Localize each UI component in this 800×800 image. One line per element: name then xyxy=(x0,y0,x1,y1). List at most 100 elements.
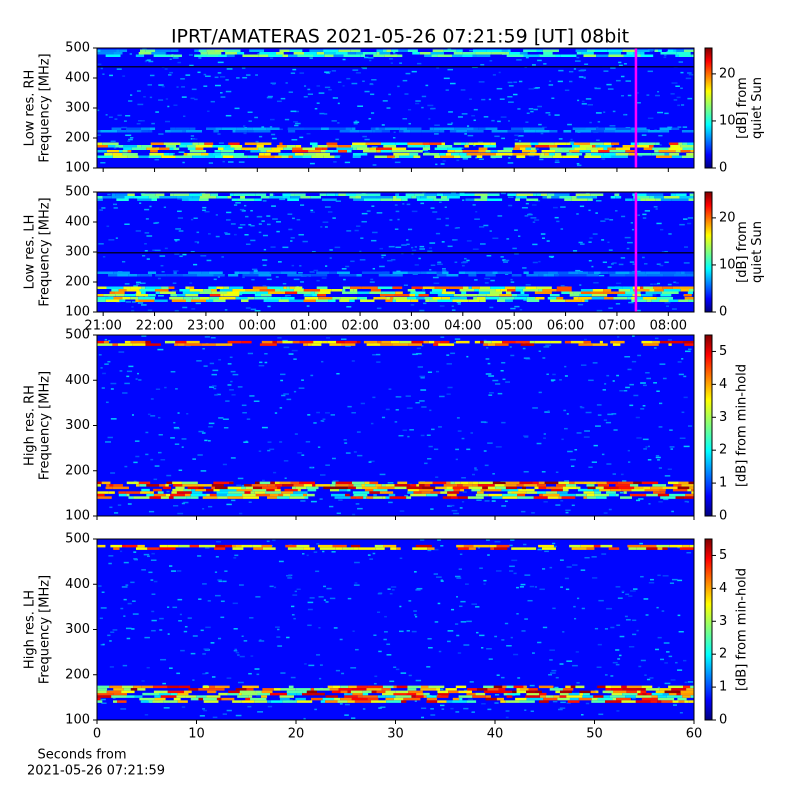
spectrogram-texture xyxy=(554,142,567,145)
y-tick-label: 200 xyxy=(65,131,90,146)
spectrogram-texture xyxy=(292,594,298,596)
spectrogram-texture xyxy=(388,93,391,96)
spectrogram-texture xyxy=(335,484,349,487)
spectrogram-texture xyxy=(135,294,149,297)
spectrogram-texture xyxy=(114,118,118,120)
spectrogram-texture xyxy=(299,136,304,139)
spectrogram-texture xyxy=(533,193,537,196)
spectrogram-texture xyxy=(675,496,685,499)
spectrogram-texture xyxy=(208,688,225,691)
spectrogram-texture xyxy=(406,239,409,241)
x-tick-label: 22:00 xyxy=(136,319,173,334)
y-axis-label: Frequency [MHz] xyxy=(38,575,53,684)
spectrogram-texture xyxy=(681,411,685,414)
spectrogram-texture xyxy=(406,203,411,206)
spectrogram-texture xyxy=(471,286,480,289)
spectrogram-texture xyxy=(299,265,302,267)
spectrogram-texture xyxy=(202,348,205,350)
spectrogram-texture xyxy=(631,297,637,300)
spectrogram-texture xyxy=(204,142,214,145)
spectrogram-texture xyxy=(262,200,267,202)
spectrogram-texture xyxy=(668,233,672,235)
spectrogram-texture xyxy=(652,340,660,344)
spectrogram-texture xyxy=(583,496,587,499)
spectrogram-texture xyxy=(303,484,313,487)
spectrogram-texture xyxy=(511,294,518,297)
spectrogram-texture xyxy=(509,565,515,568)
spectrogram-texture xyxy=(405,72,411,75)
spectrogram-texture xyxy=(406,407,413,409)
spectrogram-texture xyxy=(604,383,607,385)
spectrogram-texture xyxy=(338,193,346,196)
spectrogram-texture xyxy=(506,645,512,647)
spectrogram-texture xyxy=(170,49,179,52)
spectrogram-texture xyxy=(525,695,541,698)
spectrogram-texture xyxy=(654,347,657,349)
spectrogram-texture xyxy=(328,88,332,91)
spectrogram-texture xyxy=(500,192,506,195)
spectrogram-texture xyxy=(342,291,358,294)
spectrogram-texture xyxy=(194,98,198,101)
spectrogram-texture xyxy=(97,196,103,199)
spectrogram-texture xyxy=(490,286,505,289)
spectrogram-texture xyxy=(615,663,620,666)
spectrogram-texture xyxy=(207,440,211,442)
spectrogram-texture xyxy=(190,135,195,137)
spectrogram-texture xyxy=(112,153,123,156)
spectrogram-texture xyxy=(201,343,216,346)
spectrogram-texture xyxy=(304,127,321,130)
spectrogram-texture xyxy=(540,695,546,698)
spectrogram-texture xyxy=(407,297,417,300)
spectrogram-texture xyxy=(541,471,546,473)
spectrogram-texture xyxy=(550,340,562,344)
spectrogram-texture xyxy=(97,690,107,694)
spectrogram-texture xyxy=(542,289,557,292)
spectrogram-texture xyxy=(352,481,365,485)
spectrogram-texture xyxy=(177,343,185,346)
spectrogram-texture xyxy=(420,271,427,274)
spectrogram-texture xyxy=(615,127,632,130)
spectrogram-texture xyxy=(529,585,535,588)
spectrogram-texture xyxy=(617,294,633,297)
spectrogram-texture xyxy=(571,145,580,148)
spectrogram-texture xyxy=(354,648,359,651)
spectrogram-texture xyxy=(155,388,161,391)
spectrogram-texture xyxy=(267,441,272,443)
spectrogram-texture xyxy=(592,233,598,235)
spectrogram-texture xyxy=(291,605,295,608)
spectrogram-texture xyxy=(394,155,400,158)
spectrogram-texture xyxy=(668,142,679,145)
spectrogram-texture xyxy=(332,217,336,219)
spectrogram-texture xyxy=(406,630,410,632)
spectrogram-texture xyxy=(455,340,470,344)
spectrogram-texture xyxy=(637,274,648,277)
spectrogram-texture xyxy=(294,110,300,113)
spectrogram-texture xyxy=(381,130,391,133)
spectrogram-texture xyxy=(224,570,228,572)
spectrogram-texture xyxy=(133,285,138,287)
spectrogram-texture xyxy=(269,118,275,121)
spectrogram-texture xyxy=(419,400,425,402)
spectrogram-texture xyxy=(380,343,393,346)
spectrogram-texture xyxy=(429,247,432,249)
spectrogram-texture xyxy=(296,219,301,221)
spectrogram-texture xyxy=(517,493,526,497)
spectrogram-texture xyxy=(331,289,343,292)
spectrogram-texture xyxy=(383,544,397,548)
spectrogram-texture xyxy=(355,72,361,74)
spectrogram-texture xyxy=(116,198,129,201)
spectrogram-texture xyxy=(385,697,394,701)
spectrogram-texture xyxy=(185,286,190,289)
spectrogram-texture xyxy=(213,490,219,493)
spectrogram-texture xyxy=(615,79,621,82)
spectrogram-texture xyxy=(158,99,164,101)
spectrogram-texture xyxy=(200,52,208,55)
spectrogram-texture xyxy=(174,253,180,256)
spectrogram-texture xyxy=(198,697,204,701)
spectrogram-texture xyxy=(453,239,458,241)
spectrogram-texture xyxy=(655,456,661,459)
spectrogram-texture xyxy=(322,221,329,223)
spectrogram-texture xyxy=(642,405,646,407)
spectrogram-texture xyxy=(294,590,297,593)
spectrogram-texture xyxy=(679,196,694,199)
